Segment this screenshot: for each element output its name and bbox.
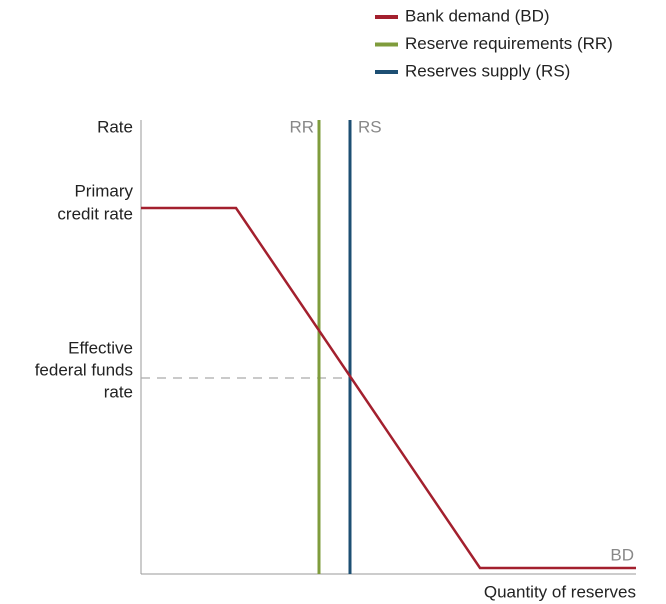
legend-label: Reserves supply (RS) [405,61,570,80]
legend-label: Bank demand (BD) [405,6,550,25]
legend-swatch [375,70,398,74]
legend-swatch [375,42,398,47]
legend-swatch [375,15,398,19]
x-axis-label: Quantity of reserves [484,582,636,601]
effective-rate-label: Effective [68,338,133,357]
primary-rate-label: credit rate [57,204,133,223]
rs-label: RS [358,117,382,136]
effective-rate-label: rate [104,382,133,401]
effective-rate-label: federal funds [35,360,133,379]
y-axis-label: Rate [97,117,133,136]
primary-rate-label: Primary [74,181,133,200]
rr-label: RR [289,117,314,136]
bd-curve [141,206,636,570]
legend-label: Reserve requirements (RR) [405,34,613,53]
bd-label: BD [610,545,634,564]
